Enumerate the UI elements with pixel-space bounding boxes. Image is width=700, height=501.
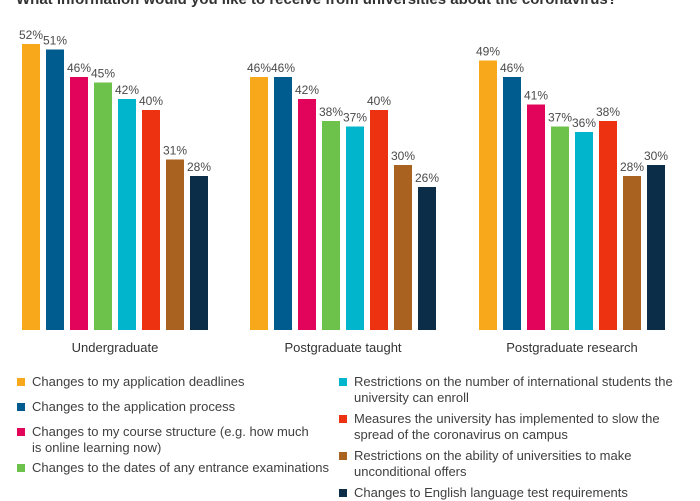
data-label-1-7: 26% [415,171,439,185]
bar-1-1 [274,77,292,330]
category-label-0: Undergraduate [72,340,159,355]
bar-1-4 [346,126,364,330]
bar-2-2 [527,104,545,330]
legend-swatch [339,378,347,386]
category-label-2: Postgraduate research [506,340,638,355]
bar-0-0 [22,44,40,330]
data-label-2-5: 38% [596,105,620,119]
chart-title: What information would you like to recei… [16,0,617,8]
legend-swatch [339,452,347,460]
data-label-0-4: 42% [115,83,139,97]
legend-label: Changes to the dates of any entrance exa… [32,460,330,475]
data-label-1-1: 46% [271,61,295,75]
legend-swatch [339,489,347,497]
bar-2-4 [575,132,593,330]
legend-item-english-test: Changes to English language test require… [339,485,679,501]
legend-swatch [17,428,25,436]
bar-0-3 [94,82,112,330]
bar-1-3 [322,121,340,330]
legend-item-application-deadlines: Changes to my application deadlines [17,374,317,390]
bar-1-2 [298,99,316,330]
data-label-0-6: 31% [163,144,187,158]
legend-label: Changes to my application deadlines [32,374,245,389]
bar-1-0 [250,77,268,330]
bar-2-0 [479,60,497,330]
legend-label: Changes to English language test require… [354,485,628,500]
bar-2-1 [503,77,521,330]
legend-label: Changes to my course structure (e.g. how… [32,424,309,455]
data-label-0-5: 40% [139,94,163,108]
category-label-1: Postgraduate taught [284,340,401,355]
data-label-0-3: 45% [91,67,115,81]
legend-item-unconditional-offers: Restrictions on the ability of universit… [339,448,679,480]
legend-swatch [17,464,25,472]
bar-1-7 [418,187,436,330]
legend-label: Changes to the application process [32,399,236,414]
data-label-2-6: 28% [620,160,644,174]
legend-item-enrollment-restrictions: Restrictions on the number of internatio… [339,374,679,406]
data-label-2-3: 37% [548,111,572,125]
data-label-2-2: 41% [524,89,548,103]
data-label-0-1: 51% [43,34,67,48]
bar-1-6 [394,165,412,330]
bar-1-5 [370,110,388,330]
data-label-1-6: 30% [391,149,415,163]
data-label-0-0: 52% [19,28,43,42]
bar-2-3 [551,126,569,330]
legend-swatch [17,378,25,386]
bar-0-2 [70,77,88,330]
data-label-1-5: 40% [367,94,391,108]
bar-0-4 [118,99,136,330]
bar-0-6 [166,159,184,330]
data-label-2-4: 36% [572,116,596,130]
data-label-0-7: 28% [187,160,211,174]
data-label-0-2: 46% [67,61,91,75]
data-label-1-4: 37% [343,111,367,125]
bar-2-5 [599,121,617,330]
legend-item-course-structure: Changes to my course structure (e.g. how… [17,424,317,456]
bar-2-6 [623,176,641,330]
legend-item-campus-measures: Measures the university has implemented … [339,411,679,443]
bar-chart: 52% 51%46% 45%42%40%31%28%Undergraduate46%… [19,28,668,355]
data-label-2-7: 30% [644,149,668,163]
legend-label: Restrictions on the ability of universit… [354,448,632,479]
legend-swatch [339,415,347,423]
data-label-2-1: 46% [500,61,524,75]
data-label-1-0: 46% [247,61,271,75]
bar-0-1 [46,49,64,330]
legend-label: Measures the university has implemented … [354,411,660,442]
data-label-2-0: 49% [476,45,500,59]
bar-0-5 [142,110,160,330]
bar-0-7 [190,176,208,330]
legend-item-application-process: Changes to the application process [17,399,317,415]
bar-2-7 [647,165,665,330]
data-label-1-3: 38% [319,105,343,119]
legend-label: Restrictions on the number of internatio… [354,374,673,405]
data-label-1-2: 42% [295,83,319,97]
legend-item-entrance-exam-dates: Changes to the dates of any entrance exa… [17,460,337,476]
legend-swatch [17,403,25,411]
